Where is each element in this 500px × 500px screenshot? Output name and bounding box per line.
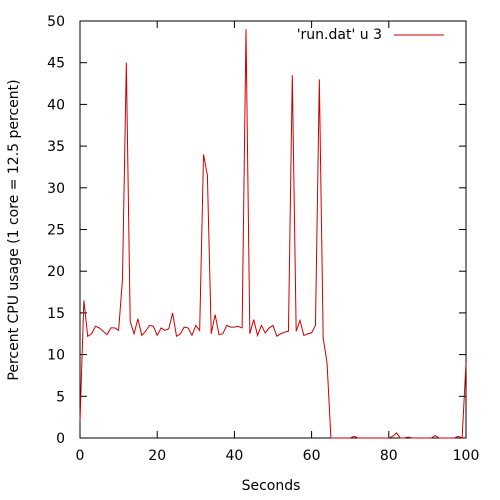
y-tick-label: 30 — [47, 181, 65, 197]
y-tick-label: 20 — [47, 264, 65, 280]
series-layer — [79, 29, 467, 439]
y-tick-label: 40 — [47, 97, 65, 113]
x-tick-label: 60 — [303, 448, 321, 464]
y-tick-label: 25 — [47, 223, 65, 239]
y-tick-label: 50 — [47, 14, 65, 30]
x-tick-label: 100 — [453, 448, 480, 464]
x-axis-label: Seconds — [242, 478, 301, 494]
x-tick-label: 40 — [225, 448, 243, 464]
x-tick-label: 0 — [76, 448, 85, 464]
axis-ticks: 0 5 10 15 20 25 30 35 40 45 50 0 20 40 60 80 100 — [47, 14, 479, 464]
legend-label: 'run.dat' u 3 — [297, 27, 382, 43]
x-tick-label: 80 — [380, 448, 398, 464]
y-tick-label: 10 — [47, 348, 65, 364]
x-tick-label: 20 — [148, 448, 166, 464]
legend: 'run.dat' u 3 — [297, 27, 444, 43]
series-line — [79, 29, 467, 439]
y-axis-label: Percent CPU usage (1 core = 12.5 percent… — [6, 79, 22, 380]
y-tick-label: 45 — [47, 56, 65, 72]
y-tick-label: 5 — [56, 389, 65, 405]
y-tick-label: 35 — [47, 139, 65, 155]
y-tick-label: 15 — [47, 306, 65, 322]
plot-frame — [79, 20, 467, 439]
y-tick-label: 0 — [56, 431, 65, 447]
